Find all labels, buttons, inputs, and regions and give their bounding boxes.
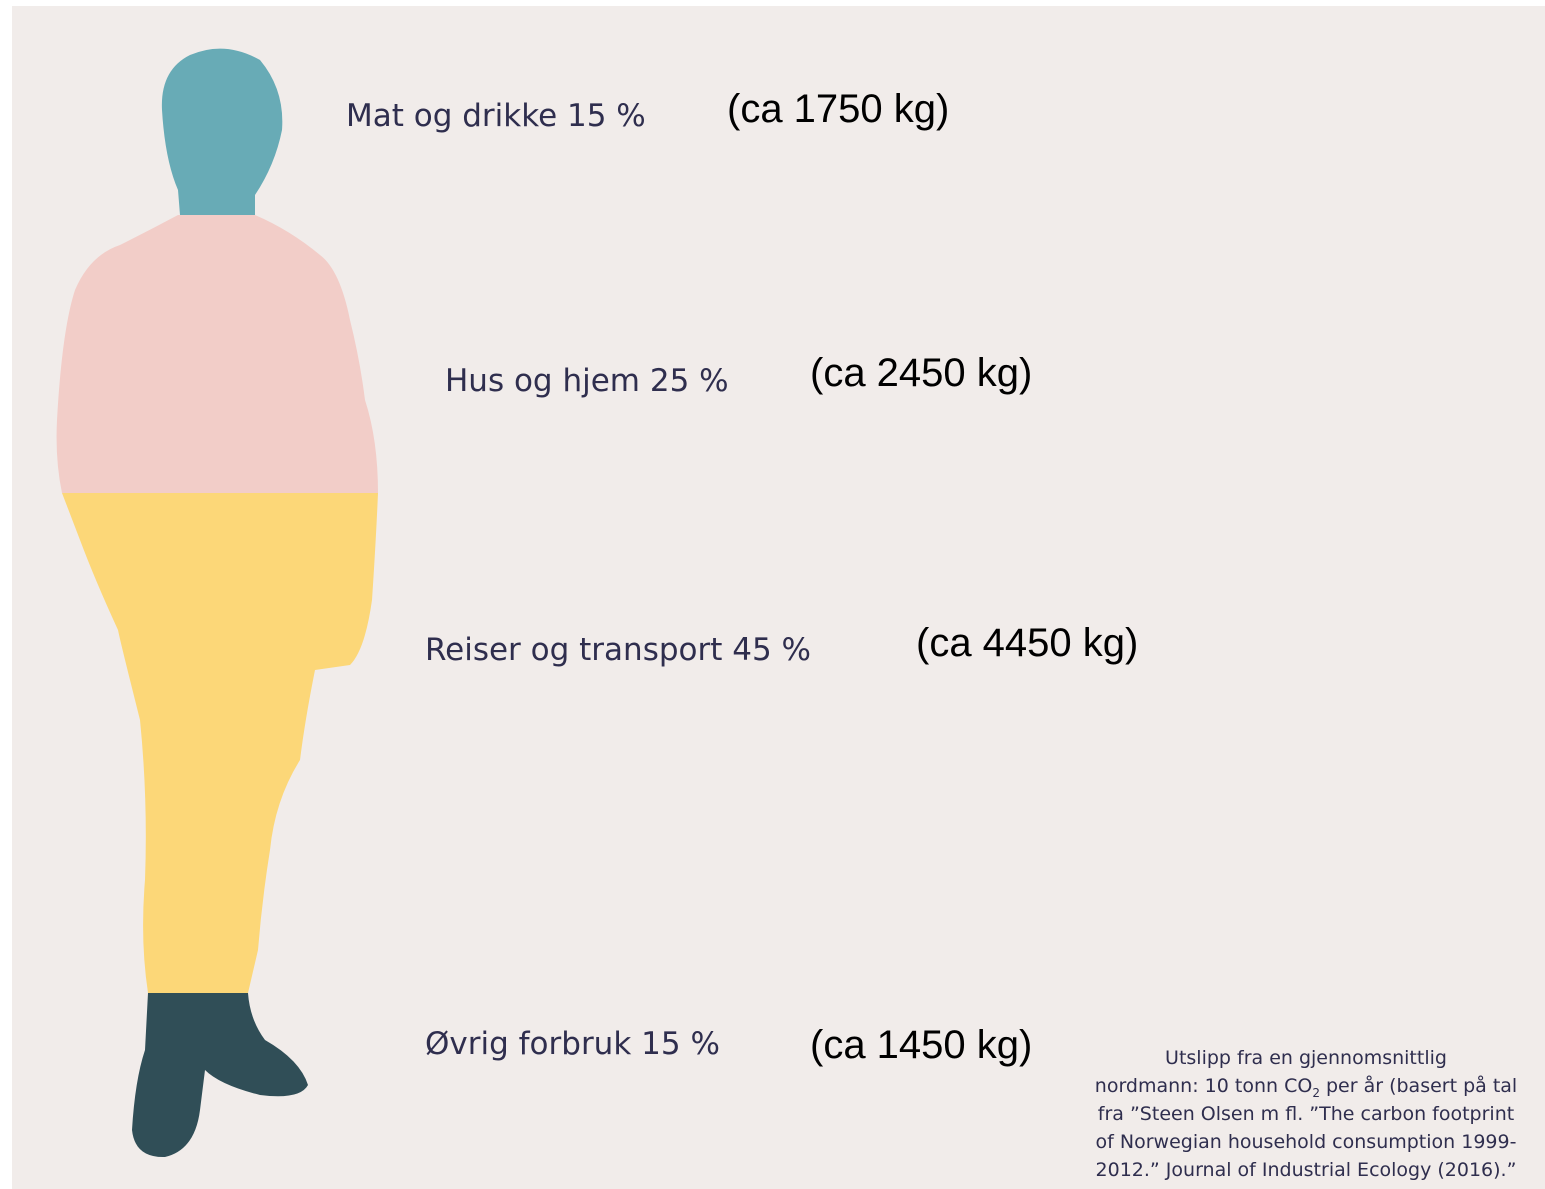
footnote-text: Utslipp fra en gjennomsnittlig (1165, 1047, 1447, 1069)
footnote-line: fra ”Steen Olsen m fl. ”The carbon footp… (1098, 1103, 1514, 1125)
infographic: Mat og drikke 15 % (ca 1750 kg) Hus og h… (0, 0, 1545, 1189)
footnote-text: fra ”Steen Olsen m fl. ”The carbon footp… (1098, 1103, 1514, 1125)
amount-label: (ca 1750 kg) (727, 87, 949, 131)
footnote-text: per år (basert på tal (1320, 1074, 1517, 1097)
footnote-text: nordmann: 10 tonn CO (1095, 1075, 1313, 1097)
category-label: Hus og hjem 25 % (445, 363, 729, 399)
footnote-line: 2012.” Journal of Industrial Ecology (20… (1096, 1159, 1517, 1181)
amount-label: (ca 4450 kg) (916, 621, 1138, 665)
category-label: Øvrig forbruk 15 % (425, 1026, 720, 1062)
subscript: 2 (1312, 1086, 1320, 1100)
category-label: Reiser og transport 45 % (425, 632, 811, 668)
footnote-line: nordmann: 10 tonn CO2 per år (basert på … (1095, 1074, 1517, 1100)
footnote-text: of Norwegian household consumption 1999- (1096, 1131, 1517, 1153)
footnote-text: 2012.” Journal of Industrial Ecology (20… (1096, 1159, 1517, 1181)
category-label: Mat og drikke 15 % (346, 98, 646, 134)
amount-label: (ca 2450 kg) (810, 351, 1032, 395)
footnote-line: of Norwegian household consumption 1999- (1096, 1131, 1517, 1153)
amount-label: (ca 1450 kg) (810, 1023, 1032, 1067)
footnote-line: Utslipp fra en gjennomsnittlig (1165, 1047, 1447, 1069)
